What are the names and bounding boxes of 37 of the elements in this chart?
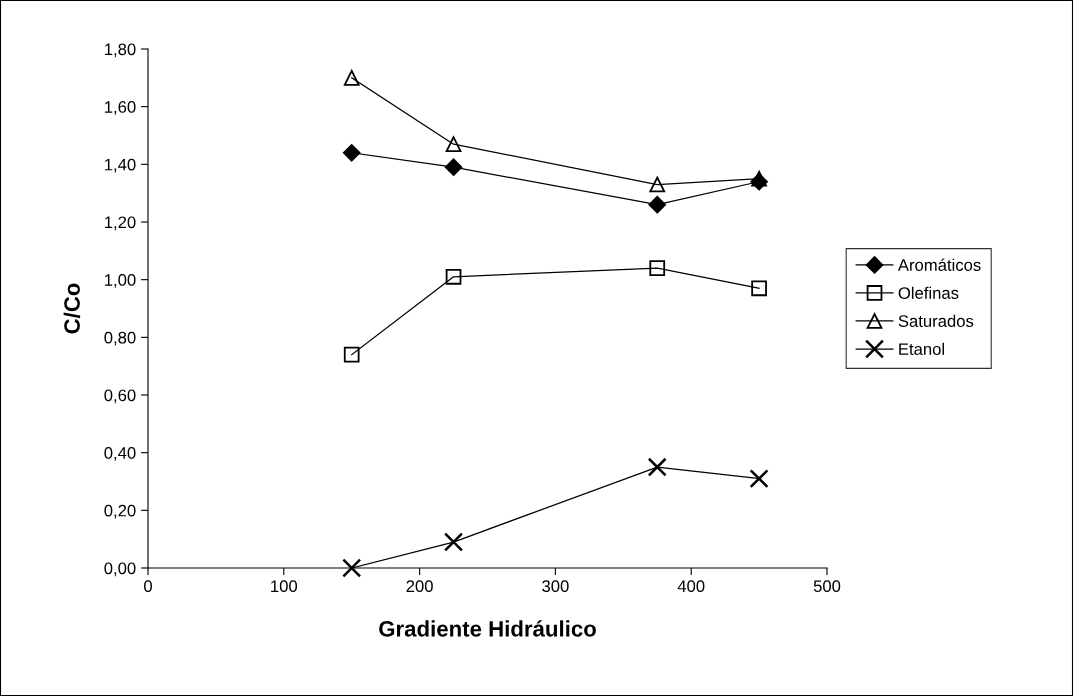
point xyxy=(649,176,666,193)
point xyxy=(445,136,462,152)
y-tick-label: 1,80 xyxy=(105,43,136,58)
point xyxy=(444,158,463,176)
x-axis-title: Gradiente Hidráulico xyxy=(379,620,596,637)
y-tick-label: 1,00 xyxy=(105,274,136,288)
y-tick-label: 1,40 xyxy=(105,158,136,173)
point xyxy=(649,260,666,276)
y-tick-label: 0,00 xyxy=(104,562,136,577)
y-tick-label: 0,20 xyxy=(104,504,136,519)
point xyxy=(342,558,362,578)
y-axis-title: C/Co xyxy=(63,283,81,334)
x-tick-label: 400 xyxy=(677,580,705,593)
y-tick-label: 0,60 xyxy=(104,389,136,404)
point xyxy=(751,280,767,297)
x-tick-label: 100 xyxy=(271,580,298,593)
point xyxy=(343,346,360,363)
y-tick-label: 1,20 xyxy=(105,216,136,231)
x-tick-label: 0 xyxy=(144,580,152,593)
point xyxy=(751,170,767,187)
point xyxy=(342,144,361,162)
point xyxy=(648,195,667,214)
y-tick-label: 1,60 xyxy=(105,101,136,115)
legend-label: Etanol xyxy=(899,342,945,356)
point xyxy=(343,69,360,86)
x-tick-label: 200 xyxy=(406,580,433,593)
point xyxy=(647,457,667,477)
legend-label: Aromáticos xyxy=(897,258,981,271)
legend-label: Saturados xyxy=(898,314,974,327)
point xyxy=(443,532,464,552)
y-tick-label: 0,80 xyxy=(104,331,136,346)
x-tick-label: 300 xyxy=(542,580,569,593)
point xyxy=(749,469,769,489)
x-tick-label: 500 xyxy=(813,580,841,593)
point xyxy=(445,268,462,285)
legend-label: Olefinas xyxy=(898,286,959,299)
y-tick-label: 0,40 xyxy=(104,447,136,461)
